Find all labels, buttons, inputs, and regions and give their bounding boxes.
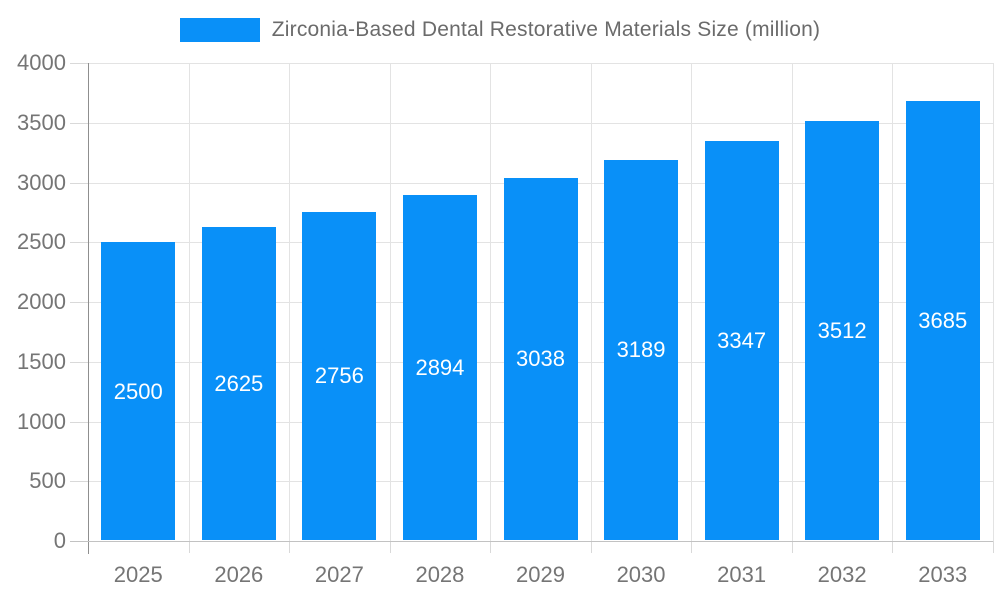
x-axis-tick [791,541,793,553]
x-axis-category-label: 2029 [516,562,565,587]
x-axis-category-label: 2025 [113,562,163,587]
x-axis-tick [490,541,492,553]
y-axis-tick-label: 3000 [17,169,66,195]
x-axis-category-label: 2033 [918,562,968,587]
y-axis-tick [70,122,88,124]
gridline-vertical [590,63,592,541]
gridline-vertical [289,63,291,541]
x-axis-tick [892,541,894,553]
x-axis-category-label: 2032 [817,562,867,587]
gridline-vertical [993,63,994,541]
gridline-vertical [490,63,492,541]
x-axis-tick [590,541,592,553]
y-axis-tick [70,302,88,303]
y-axis-tick-label: 1500 [17,348,66,374]
gridline-vertical [389,63,391,541]
x-axis-category-label: 2031 [717,562,767,587]
x-axis-category-label: 2030 [616,562,666,587]
gridline-horizontal [88,122,993,124]
y-axis-tick [70,481,88,483]
legend-item[interactable]: Zirconia-Based Dental Restorative Materi… [0,18,1000,42]
gridline-vertical [791,63,793,541]
bar-2027[interactable] [302,211,377,540]
y-axis-tick-label: 1000 [17,408,66,434]
gridline-horizontal [88,63,993,64]
x-axis-tick [188,541,190,553]
bar-2032[interactable] [805,121,880,540]
gridline-vertical [188,63,190,541]
legend-label: Zirconia-Based Dental Restorative Materi… [271,18,821,41]
x-axis-category-label: 2028 [415,562,465,587]
x-axis-category-label: 2026 [214,562,264,587]
y-axis-tick-label: 3500 [17,109,66,135]
y-axis-tick [70,242,88,244]
bar-2030[interactable] [604,159,679,540]
x-axis-tick [993,541,994,553]
y-axis-line [88,63,89,554]
bar-2033[interactable] [905,100,980,540]
legend-swatch [179,18,260,42]
y-axis-tick [70,182,88,184]
y-axis-tick [70,63,88,64]
y-axis-tick-label: 0 [53,528,66,553]
bar-2025[interactable] [101,242,176,540]
gridline-vertical [892,63,894,541]
y-axis-tick-label: 2500 [17,229,66,255]
x-axis-tick [389,541,391,553]
x-axis-category-label: 2027 [314,562,364,587]
y-axis-tick-label: 4000 [17,50,66,75]
bar-2028[interactable] [402,195,477,540]
y-axis-tick [70,361,88,363]
y-axis-tick-label: 2000 [17,289,66,314]
bar-2026[interactable] [201,227,276,540]
x-axis-tick [289,541,291,553]
y-axis-tick-label: 500 [29,468,66,494]
y-axis-tick [70,421,88,423]
gridline-vertical [691,63,693,541]
bar-2029[interactable] [503,177,578,540]
x-axis-tick [691,541,693,553]
bar-2031[interactable] [704,141,779,540]
x-axis-line [70,541,993,542]
